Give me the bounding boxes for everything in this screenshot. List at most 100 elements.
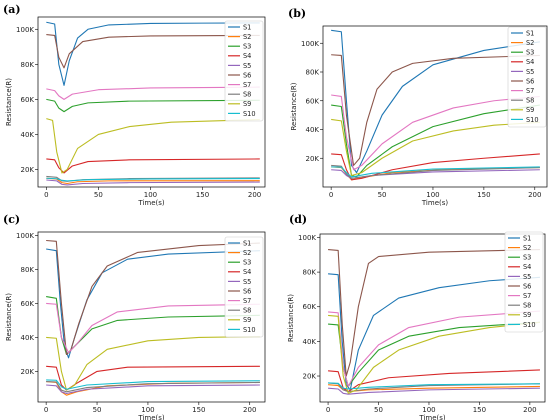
- legend-entry: S8: [526, 97, 534, 105]
- series-line: [46, 179, 260, 186]
- y-tick-label: 100K: [298, 234, 316, 242]
- series-line: [46, 177, 260, 182]
- chart-panel: (a) 0 50 100 150 200 20K 40K 60K 80K 100K Time(s) Re…: [3, 3, 266, 207]
- y-tick-label: 40K: [21, 131, 35, 139]
- series-line: [331, 29, 540, 174]
- legend-entry: S8: [243, 91, 251, 99]
- legend-entry: S6: [243, 287, 251, 295]
- legend-entry: S1: [243, 23, 251, 31]
- legend-entry: S3: [243, 43, 251, 51]
- x-tick-label: 0: [329, 191, 333, 199]
- y-tick-label: 100K: [16, 26, 34, 34]
- series-line: [46, 158, 260, 174]
- legend-entry: S7: [243, 81, 251, 89]
- series-line: [331, 153, 540, 181]
- x-tick-label: 0: [44, 191, 48, 199]
- legend-entry: S2: [243, 33, 251, 41]
- legend-entry: S7: [523, 292, 531, 300]
- y-tick-label: 60K: [21, 96, 35, 104]
- series-line: [328, 273, 540, 391]
- series-line: [328, 387, 540, 395]
- series-line: [331, 164, 540, 179]
- y-axis-label: Resistance(R): [5, 78, 13, 126]
- series-line: [46, 336, 260, 391]
- axes-frame: [319, 233, 546, 403]
- y-tick-label: 20K: [21, 368, 35, 376]
- legend-entry: S10: [243, 326, 256, 334]
- x-tick-label: 50: [378, 191, 387, 199]
- legend-entry: S1: [523, 234, 531, 242]
- x-tick-label: 200: [248, 191, 261, 199]
- y-tick-label: 60K: [303, 303, 317, 311]
- y-tick-label: 100K: [301, 40, 319, 48]
- legend-entry: S5: [243, 62, 251, 70]
- panel-label: (c): [3, 213, 20, 226]
- panel-label: (b): [288, 7, 306, 20]
- series-line: [46, 384, 260, 395]
- x-tick-label: 0: [326, 406, 330, 414]
- legend-entry: S8: [243, 307, 251, 315]
- x-tick-label: 150: [477, 191, 490, 199]
- x-axis-label: Time(s): [421, 199, 449, 207]
- legend-entry: S3: [526, 49, 534, 57]
- legend-entry: S5: [523, 273, 531, 281]
- legend-entry: S7: [243, 297, 251, 305]
- x-tick-label: 100: [144, 191, 157, 199]
- series-line: [46, 381, 260, 393]
- legend-entry: S5: [526, 68, 534, 76]
- legend-entry: S9: [526, 106, 534, 114]
- legend-entry: S4: [523, 263, 531, 271]
- chart-panel: (c) 0 50 100 150 200 20K 40K 60K 80K 100K Time(s) Re…: [3, 213, 266, 420]
- panel-label: (d): [289, 213, 307, 226]
- chart-panel: (b) 0 50 100 150 200 20K 40K 60K 80K 100K Time(s) Re…: [288, 7, 548, 207]
- legend-entry: S4: [243, 52, 251, 60]
- series-line: [46, 379, 260, 390]
- y-tick-label: 40K: [306, 126, 320, 134]
- x-tick-label: 100: [422, 406, 435, 414]
- series-line: [331, 118, 540, 177]
- y-tick-label: 80K: [21, 266, 35, 274]
- y-tick-label: 60K: [21, 300, 35, 308]
- x-tick-label: 100: [141, 406, 154, 414]
- series-line: [328, 382, 540, 390]
- x-tick-label: 100: [426, 191, 439, 199]
- x-axis-label: Time(s): [137, 199, 165, 207]
- series-line: [46, 302, 260, 354]
- legend-entry: S2: [243, 249, 251, 257]
- y-tick-label: 80K: [21, 61, 35, 69]
- legend-entry: S7: [526, 87, 534, 95]
- series-line: [331, 94, 540, 171]
- x-tick-label: 200: [243, 406, 256, 414]
- y-tick-label: 20K: [21, 166, 35, 174]
- series-line: [46, 118, 260, 174]
- legend-entry: S10: [243, 110, 256, 118]
- legend-entry: S1: [526, 29, 534, 37]
- series-line: [331, 54, 540, 166]
- legend-entry: S2: [523, 244, 531, 252]
- y-tick-label: 40K: [303, 338, 317, 346]
- x-tick-label: 50: [374, 406, 383, 414]
- panel-label: (a): [3, 3, 21, 16]
- legend-entry: S4: [526, 58, 534, 66]
- x-tick-label: 150: [473, 406, 486, 414]
- legend-entry: S9: [243, 100, 251, 108]
- series-line: [331, 104, 540, 178]
- y-tick-label: 80K: [303, 269, 317, 277]
- y-axis-label: Resistance(R): [5, 293, 13, 341]
- legend-entry: S10: [526, 116, 539, 124]
- y-tick-label: 100K: [16, 232, 34, 240]
- axes-frame: [322, 25, 548, 188]
- chart-panel: (d) 0 50 100 150 200 20K 40K 60K 80K 100K Time(s) Re…: [287, 213, 546, 420]
- series-line: [46, 33, 260, 69]
- series-line: [328, 314, 541, 394]
- legend-entry: S2: [526, 39, 534, 47]
- x-tick-label: 50: [93, 406, 102, 414]
- series-line: [331, 166, 540, 178]
- legend-entry: S3: [243, 259, 251, 267]
- legend-entry: S9: [243, 316, 251, 324]
- x-tick-label: 0: [44, 406, 48, 414]
- x-tick-label: 200: [528, 191, 541, 199]
- y-tick-label: 20K: [306, 155, 320, 163]
